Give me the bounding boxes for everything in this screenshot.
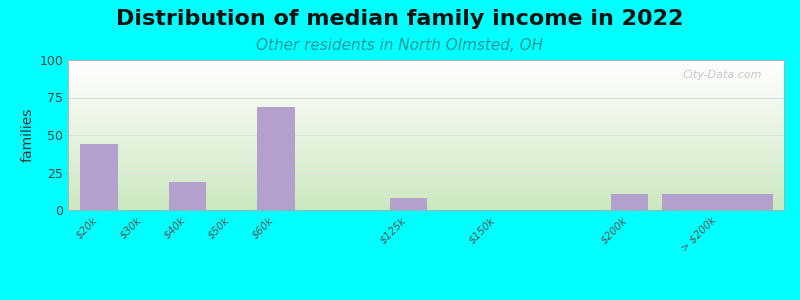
Bar <box>257 106 294 210</box>
Text: Other residents in North Olmsted, OH: Other residents in North Olmsted, OH <box>257 38 543 52</box>
Bar <box>699 194 737 210</box>
Text: City-Data.com: City-Data.com <box>683 70 762 80</box>
Bar <box>390 198 427 210</box>
Y-axis label: families: families <box>21 108 35 162</box>
Bar <box>610 194 648 210</box>
Text: Distribution of median family income in 2022: Distribution of median family income in … <box>116 9 684 29</box>
Bar <box>169 182 206 210</box>
Bar <box>80 144 118 210</box>
Bar <box>662 194 773 210</box>
